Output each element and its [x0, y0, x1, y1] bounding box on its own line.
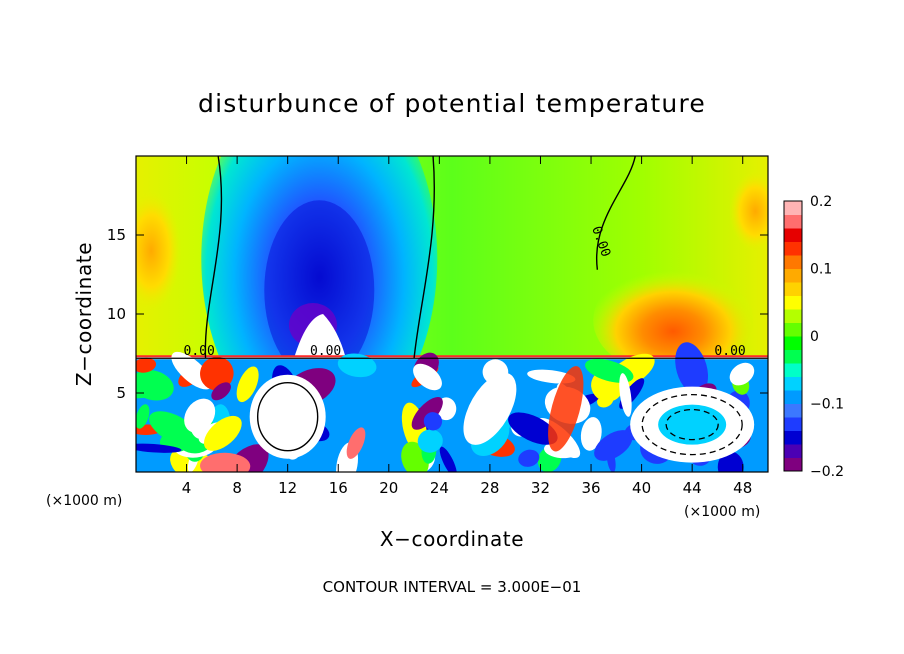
zero-contour-3 [595, 156, 636, 270]
y-axis-label: Z−coordinate [72, 242, 96, 386]
x-tick-label: 20 [379, 479, 398, 497]
colorbar [783, 200, 803, 472]
eddy-patch [200, 356, 234, 391]
y-tick-label: 15 [107, 226, 126, 244]
colorbar-swatch [784, 349, 802, 364]
colorbar-swatch [784, 403, 802, 418]
contour-label: 0.00 [714, 344, 745, 359]
x-axis-unit-left: (×1000 m) [46, 493, 122, 509]
colorbar-tick-label: −0.2 [810, 464, 844, 480]
colorbar-swatch [784, 430, 802, 445]
colorbar-swatch [784, 376, 802, 391]
eddy-patch [211, 382, 231, 401]
eddy-patch [136, 404, 150, 429]
eddy-filament [463, 372, 517, 445]
colorbar-swatch [784, 214, 802, 229]
contour-label: 0.00 [184, 344, 215, 359]
warm-anomaly [593, 265, 754, 376]
eddy-patch [337, 353, 377, 378]
warm-edge-left [136, 190, 182, 311]
colorbar-swatch [784, 282, 802, 296]
y-axis-ticks: 5 10 15 [107, 226, 768, 402]
colorbar-swatch [784, 241, 802, 256]
colorbar-swatch [784, 228, 802, 242]
colorbar-swatch [784, 457, 802, 472]
boundary-layer-field [136, 342, 768, 472]
colorbar-swatch [784, 336, 802, 350]
eddy-patch [136, 443, 182, 453]
eddy-patch [594, 430, 633, 461]
x-tick-label: 16 [329, 479, 348, 497]
chart-title: disturbunce of potential temperature [198, 89, 706, 118]
eddy-patch [203, 415, 242, 451]
eddy-patch [508, 412, 558, 445]
colorbar-swatch [784, 295, 802, 310]
colorbar-swatch [784, 268, 802, 283]
eddy-filament-warm [548, 366, 584, 452]
y-tick-label: 5 [116, 384, 126, 402]
eddy-patch [729, 362, 755, 386]
eddy-patch [439, 446, 457, 472]
eddy-contour-left [256, 382, 319, 452]
eddy-inner-right [658, 404, 727, 445]
colorbar-swatch [784, 255, 802, 269]
eddy-patch [346, 427, 366, 459]
colorbar-frame [783, 200, 803, 472]
colorbar-swatch [784, 444, 802, 458]
colorbar-ticks: 0.2 0.1 0 −0.1 −0.2 [810, 194, 844, 480]
warm-edge-right [729, 171, 768, 252]
eddy-patch [236, 366, 259, 403]
colorbar-tick-label: −0.1 [810, 397, 844, 413]
eddy-core-left [249, 374, 326, 459]
x-axis-label: X−coordinate [380, 527, 524, 551]
plume-base [294, 314, 346, 359]
x-tick-label: 32 [531, 479, 550, 497]
x-tick-label: 12 [278, 479, 297, 497]
colorbar-swatch [784, 417, 802, 431]
eddy-contour-right [641, 393, 743, 456]
eddy-patch [184, 398, 216, 433]
eddy-patch [411, 396, 443, 430]
eddy-patch [717, 451, 744, 472]
eddy-patch [423, 412, 443, 431]
colorbar-swatch [784, 322, 802, 337]
colorbar-swatch [784, 363, 802, 377]
eddy-patch [413, 363, 442, 391]
eddy-patch [619, 373, 632, 417]
colorbar-tick-label: 0.1 [810, 262, 832, 278]
plot-area [136, 156, 768, 472]
colorbar-swatch [784, 390, 802, 404]
x-tick-label: 48 [733, 479, 752, 497]
zero-contour-2 [413, 156, 436, 359]
contour-lines [136, 156, 768, 456]
eddy-patch [580, 417, 602, 451]
eddy-patch [200, 452, 251, 472]
y-tick-label: 10 [107, 305, 126, 323]
eddy-contour-right-inner [665, 408, 719, 441]
contour-interval-note: CONTOUR INTERVAL = 3.000E−01 [323, 578, 582, 596]
eddy-patch [675, 342, 709, 395]
x-tick-label: 28 [480, 479, 499, 497]
colorbar-swatch [784, 309, 802, 323]
eddy-patch [136, 357, 157, 373]
eddy-patch [417, 429, 443, 453]
zero-contour-1 [204, 156, 223, 359]
x-axis-unit-right: (×1000 m) [684, 504, 760, 520]
colorbar-tick-label: 0 [810, 329, 819, 345]
x-tick-label: 40 [632, 479, 651, 497]
contour-label: 0.00 [310, 344, 341, 359]
eddy-patch [518, 449, 540, 467]
x-tick-label: 4 [182, 479, 192, 497]
x-tick-label: 24 [430, 479, 449, 497]
x-axis-ticks: 4 8 12 16 20 24 28 32 36 40 44 48 [182, 156, 752, 497]
x-tick-label: 36 [581, 479, 600, 497]
x-tick-label: 44 [683, 479, 702, 497]
x-tick-label: 8 [232, 479, 242, 497]
colorbar-swatch [784, 201, 802, 215]
colorbar-tick-label: 0.2 [810, 194, 832, 210]
